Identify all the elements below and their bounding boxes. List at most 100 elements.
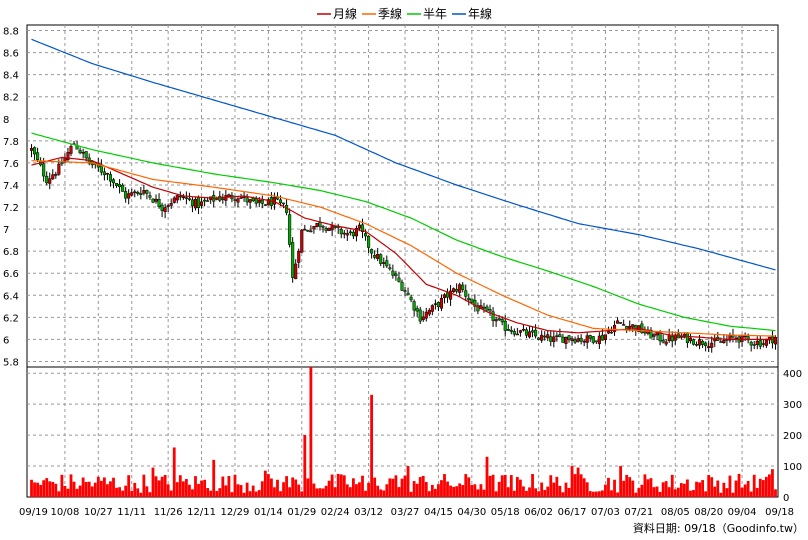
volume-bar xyxy=(373,477,377,497)
volume-bar xyxy=(710,477,714,497)
candle-body xyxy=(187,198,191,200)
candle-body xyxy=(740,334,744,342)
x-tick-label: 09/18 xyxy=(765,507,794,518)
candle-body xyxy=(200,201,204,206)
volume-bar xyxy=(682,483,686,497)
volume-bar xyxy=(78,485,82,497)
candle-body xyxy=(537,337,541,340)
volume-bar xyxy=(576,467,580,497)
candle-body xyxy=(260,199,264,204)
x-tick-label: 12/29 xyxy=(221,507,250,518)
candle-body xyxy=(206,200,210,202)
candle-body xyxy=(360,224,365,233)
volume-bar xyxy=(649,478,653,497)
volume-bar xyxy=(102,477,106,497)
volume-bar xyxy=(318,488,322,497)
candle-body xyxy=(461,284,465,290)
candle-body xyxy=(84,151,88,159)
volume-bar xyxy=(713,486,717,497)
volume-bar xyxy=(112,477,115,497)
volume-bar xyxy=(746,480,750,497)
volume-bar xyxy=(476,489,480,497)
volume-bar xyxy=(306,478,310,497)
candle-body xyxy=(500,319,504,323)
candle-body xyxy=(248,199,252,203)
candle-body xyxy=(491,311,495,321)
x-tick-label: 09/19 xyxy=(19,507,48,518)
volume-bar xyxy=(169,490,173,497)
x-tick-label: 01/29 xyxy=(287,507,316,518)
volume-bar xyxy=(218,488,222,497)
moving-average-lines xyxy=(31,38,776,340)
volume-bar xyxy=(209,490,213,497)
candle-body xyxy=(531,330,535,333)
candle-body xyxy=(643,331,647,334)
volume-tick-label: 200 xyxy=(783,431,802,442)
candle-body xyxy=(251,197,255,201)
volume-bar xyxy=(430,484,434,497)
volume-bar xyxy=(345,484,349,497)
candle-body xyxy=(473,299,477,307)
candle-body xyxy=(263,204,267,206)
price-plot-frame xyxy=(26,24,779,368)
volume-bar xyxy=(698,482,701,497)
volume-bar xyxy=(403,475,407,497)
volume-bar xyxy=(610,490,613,497)
candle-body xyxy=(221,198,225,200)
price-tick-label: 5.8 xyxy=(3,357,19,368)
candle-body xyxy=(291,242,295,278)
price-tick-label: 8.6 xyxy=(3,49,19,60)
candle-body xyxy=(515,333,519,336)
candle-body xyxy=(612,324,617,332)
volume-bar xyxy=(479,484,483,497)
candle-body xyxy=(403,290,407,292)
volume-bar xyxy=(124,485,128,497)
candle-body xyxy=(36,152,40,160)
volume-bar xyxy=(87,481,91,497)
volume-bar xyxy=(528,487,531,497)
candle-body xyxy=(476,305,480,312)
price-tick-label: 8.2 xyxy=(3,93,19,104)
candle-body xyxy=(688,337,693,342)
candle-body xyxy=(567,335,571,340)
volume-bar xyxy=(771,469,774,497)
candle-body xyxy=(99,165,103,173)
volume-bar xyxy=(540,482,544,497)
candle-body xyxy=(51,174,55,180)
x-axis-ticks: 09/19 10/08 10/27 11/11 11/26 12/11 12/29 01/14… xyxy=(19,507,794,518)
volume-bar xyxy=(54,483,58,497)
volume-bar xyxy=(251,485,255,497)
candle-body xyxy=(330,224,334,231)
volume-bar xyxy=(768,474,771,497)
candle-body xyxy=(600,334,604,341)
volume-bar xyxy=(461,485,465,497)
volume-bar xyxy=(552,482,556,497)
volume-panel: 0 100 200 300 400 xyxy=(26,366,802,504)
candle-body xyxy=(178,195,182,198)
volume-bar xyxy=(51,482,55,497)
volume-bar xyxy=(740,487,744,497)
candle-body xyxy=(45,175,49,184)
candle-body xyxy=(661,339,665,343)
volume-bar xyxy=(522,486,525,497)
volume-bar xyxy=(440,480,443,497)
candle-body xyxy=(342,232,346,235)
price-tick-label: 7.4 xyxy=(3,181,19,192)
candle-body xyxy=(719,341,723,343)
volume-bar xyxy=(382,490,386,497)
candle-body xyxy=(239,197,243,199)
candle-body xyxy=(628,325,632,329)
candle-body xyxy=(257,199,261,203)
volume-bar xyxy=(588,491,592,497)
candle-body xyxy=(127,193,131,199)
volume-bar xyxy=(424,482,428,497)
volume-bar xyxy=(412,481,416,497)
candle-body xyxy=(421,316,425,321)
volume-bar xyxy=(594,491,598,497)
volume-bar xyxy=(701,480,705,497)
candle-body xyxy=(124,191,128,199)
candle-body xyxy=(33,147,37,155)
candle-body xyxy=(701,341,705,345)
candle-body xyxy=(418,309,422,322)
